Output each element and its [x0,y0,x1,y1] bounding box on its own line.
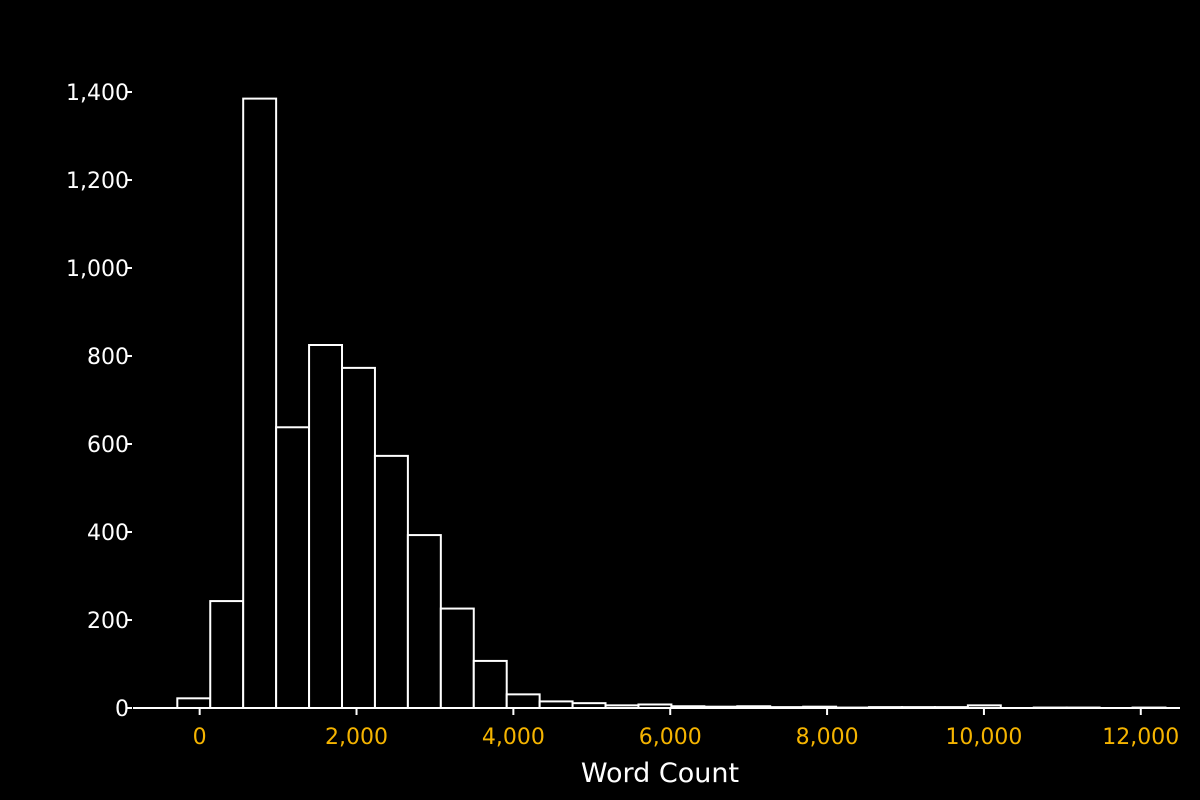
y-tick-label: 200 [87,609,129,634]
y-tick-label: 400 [87,521,129,546]
y-axis-ticks: 0 200 400 600 800 1,000 1,200 1,400 [66,81,132,722]
histogram-bar [505,693,541,709]
x-tick-label: 10,000 [945,725,1022,750]
y-tick-label: 1,400 [66,81,129,106]
x-axis-label: Word Count [581,758,739,789]
x-tick-label: 6,000 [639,725,702,750]
histogram-bar [242,97,278,710]
histogram-bar [176,697,212,710]
y-tick-label: 600 [87,433,129,458]
histogram-bar [406,534,442,710]
histogram-bar [341,366,376,709]
y-tick-label: 0 [115,697,129,722]
histogram-bar [472,659,508,709]
histogram-bar [373,454,409,709]
y-tick-label: 1,200 [66,169,129,194]
histogram-bar [308,344,344,709]
x-axis-ticks: 0 2,000 4,000 6,000 8,000 10,000 12,000 [193,708,1179,750]
x-tick-label: 8,000 [796,725,859,750]
y-tick-label: 1,000 [66,257,129,282]
x-tick-label: 12,000 [1102,725,1179,750]
histogram-bar [275,426,311,709]
histogram-bars [176,97,1167,710]
histogram-bar [439,607,475,709]
x-tick-label: 0 [193,725,207,750]
y-tick-label: 800 [87,345,129,370]
x-tick-label: 4,000 [482,725,545,750]
x-tick-label: 2,000 [325,725,388,750]
histogram-bar [209,600,245,710]
